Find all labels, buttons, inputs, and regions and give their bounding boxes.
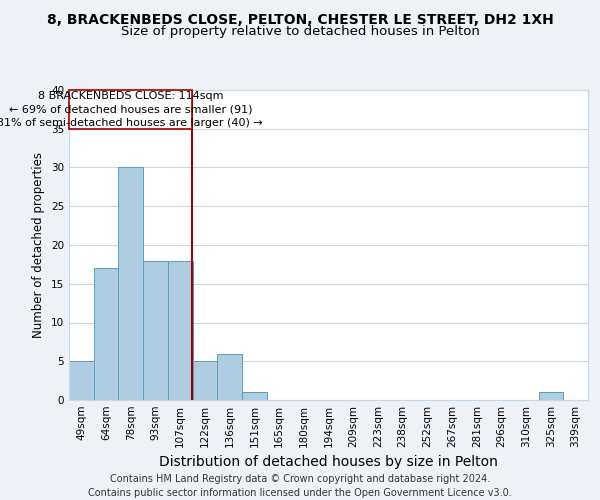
- Bar: [193, 361, 217, 400]
- Text: 8 BRACKENBEDS CLOSE: 114sqm
← 69% of detached houses are smaller (91)
31% of sem: 8 BRACKENBEDS CLOSE: 114sqm ← 69% of det…: [0, 91, 263, 128]
- Bar: [539, 392, 563, 400]
- Bar: [69, 361, 94, 400]
- Bar: [217, 354, 242, 400]
- Y-axis label: Number of detached properties: Number of detached properties: [32, 152, 46, 338]
- Text: Contains HM Land Registry data © Crown copyright and database right 2024.
Contai: Contains HM Land Registry data © Crown c…: [88, 474, 512, 498]
- Text: Size of property relative to detached houses in Pelton: Size of property relative to detached ho…: [121, 25, 479, 38]
- Bar: [118, 168, 143, 400]
- Bar: [242, 392, 267, 400]
- Bar: [168, 260, 193, 400]
- Text: 8, BRACKENBEDS CLOSE, PELTON, CHESTER LE STREET, DH2 1XH: 8, BRACKENBEDS CLOSE, PELTON, CHESTER LE…: [47, 12, 553, 26]
- Bar: [143, 260, 168, 400]
- Bar: [94, 268, 118, 400]
- Bar: [69, 90, 192, 128]
- X-axis label: Distribution of detached houses by size in Pelton: Distribution of detached houses by size …: [159, 456, 498, 469]
